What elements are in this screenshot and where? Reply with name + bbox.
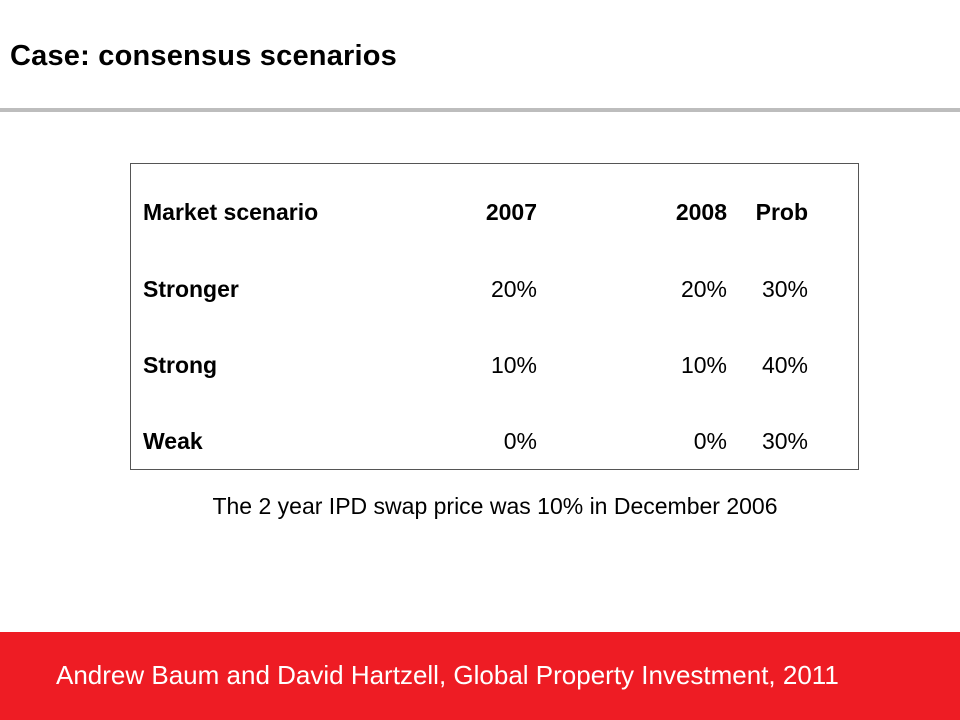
cell-prob: 40% (761, 351, 808, 378)
header-2008: 2008 (675, 199, 727, 226)
table-row: Stronger 20% 20% 30% (131, 240, 858, 316)
scenario-table: Market scenario 2007 2008 Prob Stronger … (130, 163, 859, 470)
header-market-scenario: Market scenario (143, 199, 319, 226)
cell-2008: 0% (693, 428, 727, 454)
row-label: Strong (143, 351, 218, 378)
row-label: Weak (143, 428, 203, 454)
title-divider (0, 108, 960, 112)
cell-2007: 10% (490, 351, 537, 378)
table-row: Weak 0% 0% 30% (131, 393, 858, 469)
cell-prob: 30% (761, 275, 808, 302)
footer-citation: Andrew Baum and David Hartzell, Global P… (56, 660, 839, 690)
header-2007: 2007 (485, 199, 537, 226)
cell-2008: 10% (680, 351, 727, 378)
footer-bar (0, 632, 960, 720)
cell-prob: 30% (761, 428, 808, 454)
cell-2007: 20% (490, 275, 537, 302)
table-header-row: Market scenario 2007 2008 Prob (131, 164, 858, 240)
swap-price-note: The 2 year IPD swap price was 10% in Dec… (212, 493, 778, 519)
row-label: Stronger (143, 275, 239, 302)
cell-2008: 20% (680, 275, 727, 302)
cell-2007: 0% (503, 428, 537, 454)
table-row: Strong 10% 10% 40% (131, 317, 858, 393)
header-prob: Prob (755, 199, 808, 226)
slide-title: Case: consensus scenarios (10, 40, 398, 72)
